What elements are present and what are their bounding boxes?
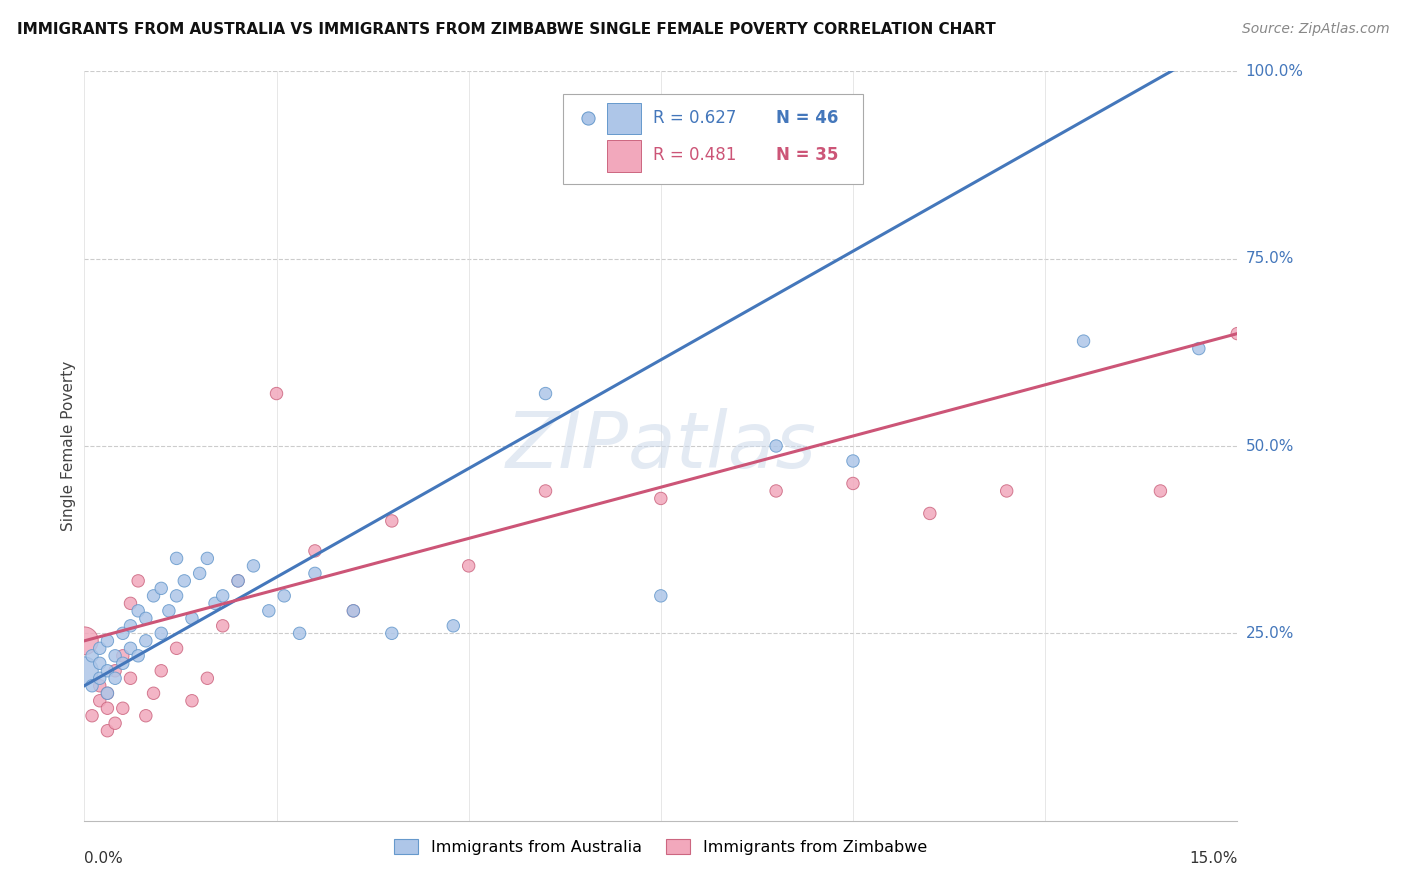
Point <box>89 657 111 671</box>
Point <box>111 701 134 715</box>
Point <box>150 626 173 640</box>
Point <box>96 633 118 648</box>
Point <box>195 551 218 566</box>
Point <box>89 679 111 693</box>
Point <box>650 491 672 506</box>
Point <box>120 641 142 656</box>
Point <box>89 694 111 708</box>
Point <box>104 716 127 731</box>
FancyBboxPatch shape <box>562 94 863 184</box>
Point <box>273 589 295 603</box>
Point <box>381 626 404 640</box>
Text: 75.0%: 75.0% <box>1246 252 1294 266</box>
Point <box>96 686 118 700</box>
Point <box>96 701 118 715</box>
Legend: Immigrants from Australia, Immigrants from Zimbabwe: Immigrants from Australia, Immigrants fr… <box>388 832 934 862</box>
Point <box>150 582 173 596</box>
Point <box>181 611 204 625</box>
Point <box>173 574 195 588</box>
Point <box>80 648 103 663</box>
Point <box>995 483 1018 498</box>
Point <box>381 514 404 528</box>
Point <box>188 566 211 581</box>
Point <box>111 626 134 640</box>
Point <box>441 619 464 633</box>
Point <box>104 648 127 663</box>
Text: ZIPatlas: ZIPatlas <box>505 408 817 484</box>
Point <box>242 558 264 573</box>
Point <box>304 544 326 558</box>
Point <box>288 626 311 640</box>
Point <box>211 619 233 633</box>
Point <box>166 641 188 656</box>
Point <box>111 648 134 663</box>
Point <box>73 664 96 678</box>
Point <box>342 604 364 618</box>
Point <box>120 596 142 610</box>
Point <box>918 507 941 521</box>
Point <box>135 611 157 625</box>
Point <box>80 708 103 723</box>
Point <box>650 589 672 603</box>
Point <box>457 558 479 573</box>
Point <box>120 671 142 685</box>
Point <box>104 664 127 678</box>
Text: R = 0.627: R = 0.627 <box>652 109 737 127</box>
Point <box>304 566 326 581</box>
FancyBboxPatch shape <box>606 140 641 172</box>
Text: N = 46: N = 46 <box>776 109 838 127</box>
Point <box>89 671 111 685</box>
Point <box>111 657 134 671</box>
Point <box>127 574 149 588</box>
Point <box>127 648 149 663</box>
Point <box>842 476 865 491</box>
Point <box>534 386 557 401</box>
Text: Source: ZipAtlas.com: Source: ZipAtlas.com <box>1241 22 1389 37</box>
Text: R = 0.481: R = 0.481 <box>652 146 737 164</box>
Point <box>226 574 249 588</box>
Point <box>181 694 204 708</box>
Point <box>257 604 280 618</box>
Point <box>142 589 165 603</box>
Point <box>80 679 103 693</box>
Point <box>842 454 865 468</box>
Text: N = 35: N = 35 <box>776 146 838 164</box>
Point <box>226 574 249 588</box>
Point <box>135 708 157 723</box>
Text: 0.0%: 0.0% <box>84 851 124 866</box>
Text: 25.0%: 25.0% <box>1246 626 1294 640</box>
Point <box>1149 483 1171 498</box>
Text: 100.0%: 100.0% <box>1246 64 1303 78</box>
Point <box>120 619 142 633</box>
Point <box>157 604 180 618</box>
Point <box>204 596 226 610</box>
Point <box>342 604 364 618</box>
Y-axis label: Single Female Poverty: Single Female Poverty <box>60 361 76 531</box>
Text: IMMIGRANTS FROM AUSTRALIA VS IMMIGRANTS FROM ZIMBABWE SINGLE FEMALE POVERTY CORR: IMMIGRANTS FROM AUSTRALIA VS IMMIGRANTS … <box>17 22 995 37</box>
Point <box>127 604 149 618</box>
Point <box>96 723 118 738</box>
Point <box>142 686 165 700</box>
Point <box>266 386 288 401</box>
Point <box>96 686 118 700</box>
Point <box>89 641 111 656</box>
Text: 50.0%: 50.0% <box>1246 439 1294 453</box>
Point <box>73 633 96 648</box>
Point <box>765 483 787 498</box>
Point <box>135 633 157 648</box>
Point <box>1073 334 1095 348</box>
Point <box>195 671 218 685</box>
FancyBboxPatch shape <box>606 103 641 135</box>
Point <box>765 439 787 453</box>
Point <box>96 664 118 678</box>
Text: 15.0%: 15.0% <box>1189 851 1237 866</box>
Point <box>534 483 557 498</box>
Point <box>150 664 173 678</box>
Point <box>211 589 233 603</box>
Point <box>1188 342 1211 356</box>
Point <box>166 589 188 603</box>
Point <box>104 671 127 685</box>
Point <box>1226 326 1249 341</box>
Point <box>166 551 188 566</box>
